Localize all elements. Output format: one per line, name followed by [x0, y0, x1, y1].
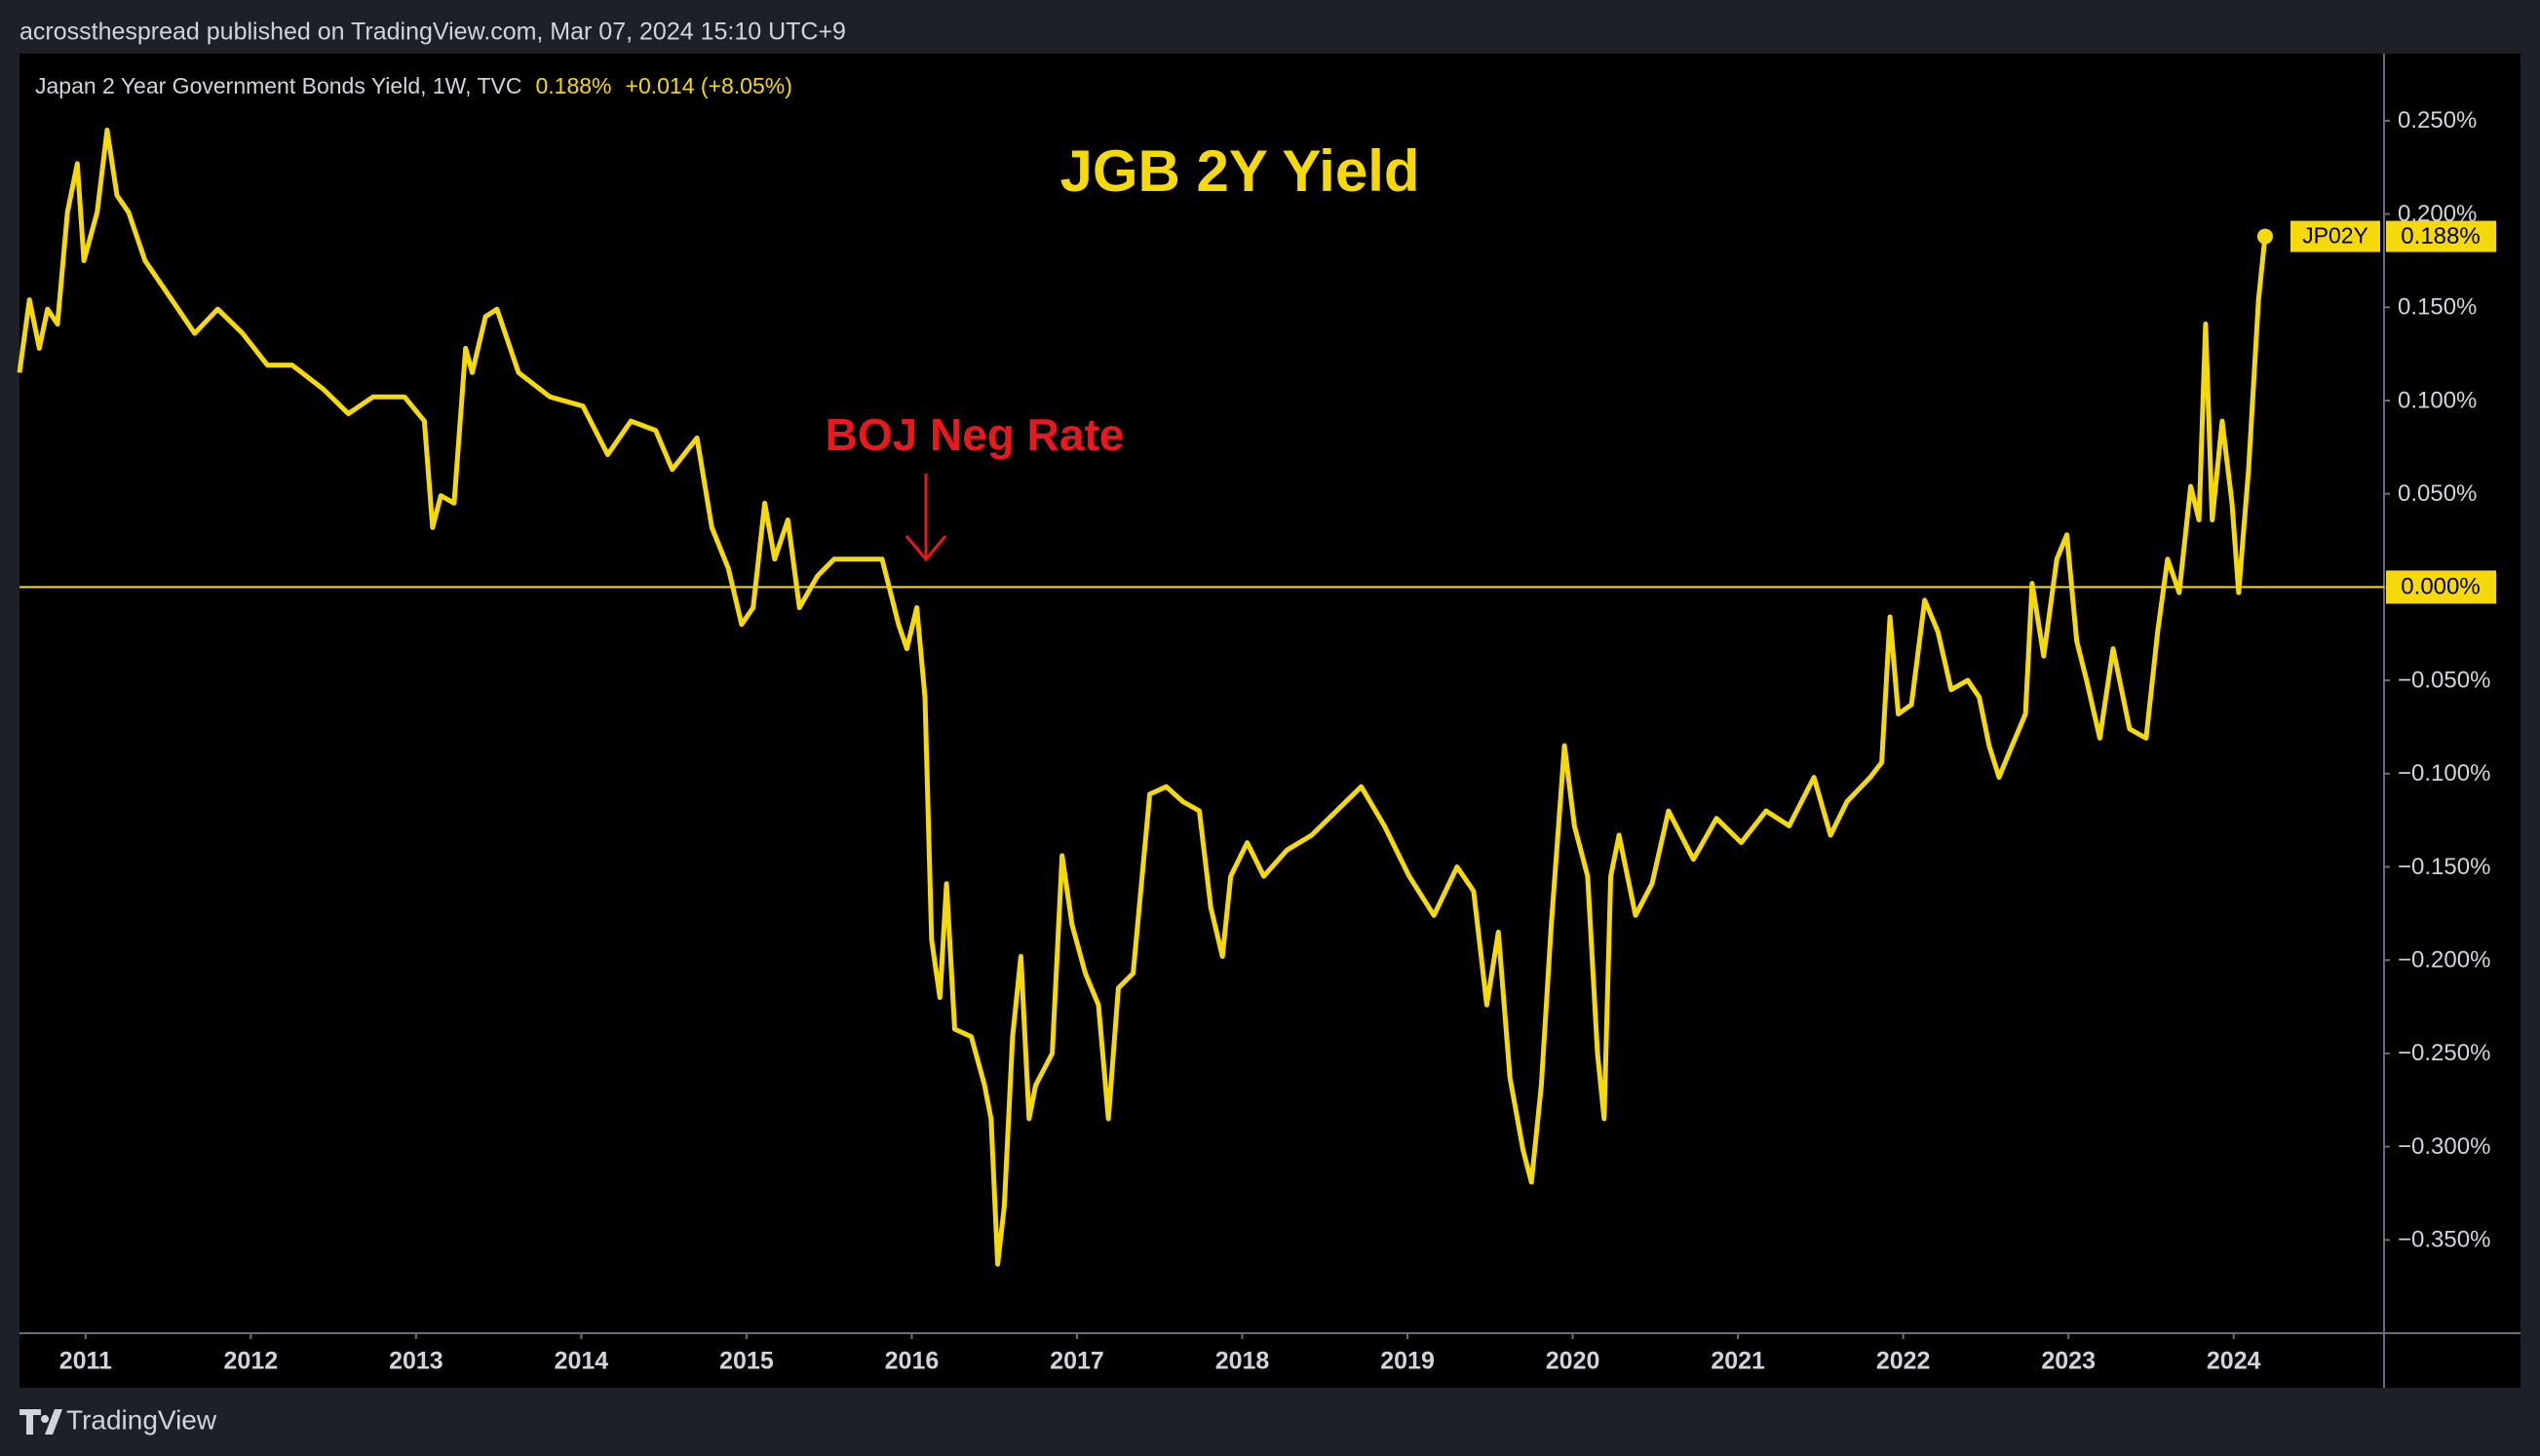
y-tick-label: 0.100% — [2398, 387, 2477, 413]
x-tick-label: 2019 — [1380, 1348, 1435, 1375]
brand: TradingView — [19, 1404, 217, 1435]
price-label-value-box — [2386, 220, 2496, 252]
x-tick-label: 2024 — [2207, 1348, 2261, 1375]
x-tick-label: 2022 — [1876, 1348, 1931, 1375]
yield-line — [17, 128, 2268, 1267]
y-tick-label: −0.300% — [2398, 1133, 2490, 1160]
y-tick-label: −0.200% — [2398, 947, 2490, 974]
chart-title: JGB 2Y Yield — [1059, 138, 1419, 204]
y-tick-label: 0.000% — [2401, 574, 2480, 600]
x-tick-label: 2014 — [555, 1348, 609, 1375]
legend-last: 0.188% — [536, 73, 612, 98]
x-tick-label: 2021 — [1711, 1348, 1765, 1375]
y-tick-label: −0.150% — [2398, 854, 2490, 880]
brand-logo — [19, 1409, 62, 1435]
chart-pane — [19, 54, 2521, 1388]
x-tick-label: 2011 — [59, 1348, 112, 1375]
legend-name: Japan 2 Year Government Bonds Yield, 1W,… — [35, 73, 522, 98]
x-tick-label: 2020 — [1546, 1348, 1600, 1375]
x-tick-label: 2012 — [224, 1348, 279, 1375]
y-tick-label: 0.250% — [2398, 107, 2477, 134]
y-tick-label: 0.150% — [2398, 294, 2477, 321]
price-label-symbol: JP02Y — [2302, 223, 2368, 249]
y-tick-label: −0.100% — [2398, 760, 2490, 786]
y-tick-highlight — [2386, 570, 2496, 604]
x-tick-label: 2023 — [2041, 1348, 2096, 1375]
y-tick-label: 0.050% — [2398, 480, 2477, 507]
x-tick-label: 2018 — [1215, 1348, 1270, 1375]
legend-change: +0.014 (+8.05%) — [626, 73, 792, 98]
price-label-box — [2290, 220, 2380, 252]
last-point — [2256, 228, 2273, 245]
price-label-value: 0.188% — [2401, 223, 2480, 249]
x-tick-label: 2017 — [1050, 1348, 1104, 1375]
y-tick-label: −0.250% — [2398, 1040, 2490, 1066]
x-tick-label: 2015 — [719, 1348, 774, 1375]
y-tick-label: −0.050% — [2398, 667, 2490, 693]
annotation-arrow — [904, 474, 947, 562]
published-note: acrossthespread published on TradingView… — [19, 19, 846, 46]
annotation: BOJ Neg Rate — [826, 409, 1125, 460]
x-tick-label: 2013 — [389, 1348, 443, 1375]
x-tick-label: 2016 — [885, 1348, 940, 1375]
brand-name: TradingView — [66, 1404, 217, 1435]
y-tick-label: −0.350% — [2398, 1227, 2490, 1253]
